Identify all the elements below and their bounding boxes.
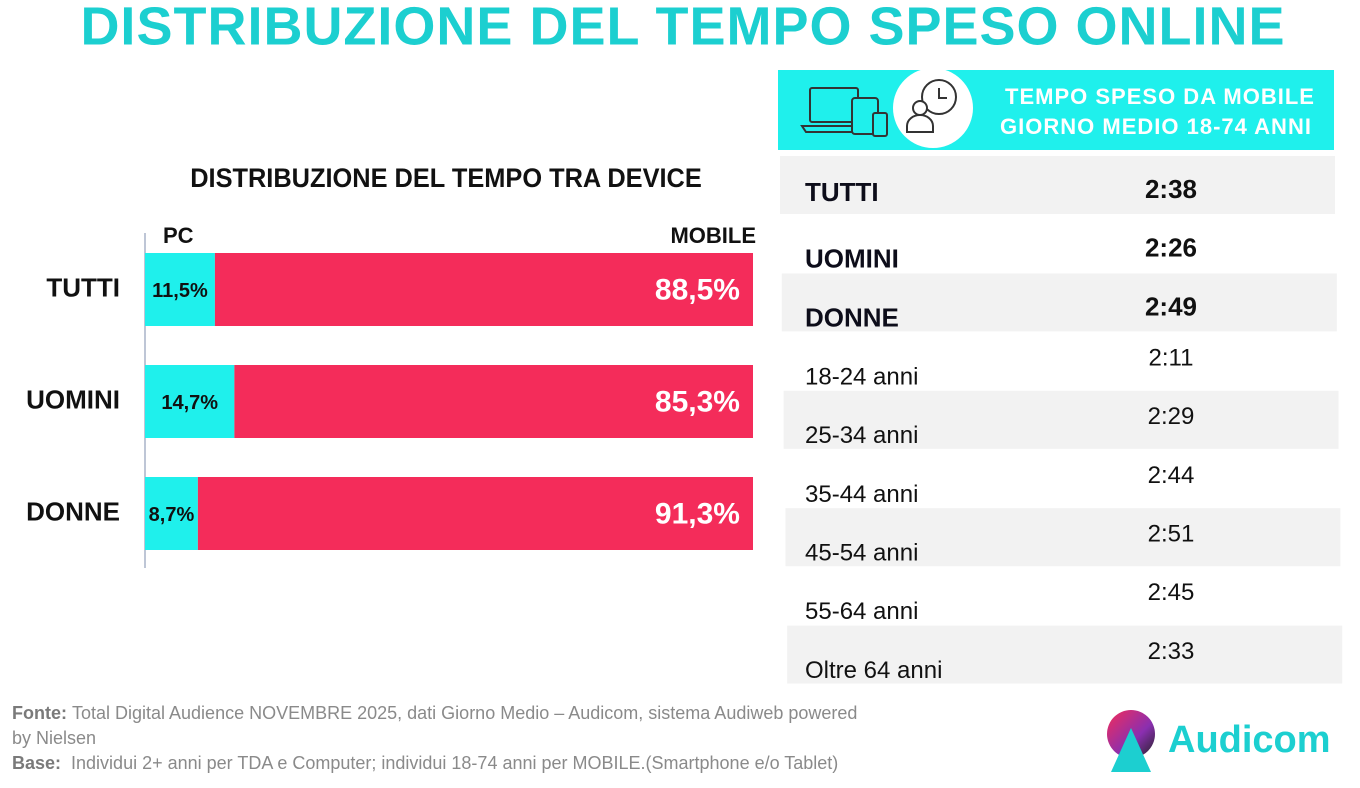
table-row-bg bbox=[781, 273, 1337, 332]
person-icon-bg bbox=[893, 68, 973, 148]
footer-label: Base: bbox=[12, 753, 61, 773]
legend-label: PC bbox=[163, 223, 194, 248]
table-cell: 2:33 bbox=[1148, 638, 1195, 665]
value-label: 14,7% bbox=[161, 392, 218, 414]
table-cell: 2:38 bbox=[1145, 174, 1197, 204]
bar-segment bbox=[145, 365, 235, 438]
table-row-bg bbox=[780, 156, 1335, 214]
value-label: 11,5% bbox=[152, 280, 208, 302]
logo-text: Audicom bbox=[1168, 719, 1331, 761]
legend-label: MOBILE bbox=[670, 223, 756, 248]
table-header-line: GIORNO MEDIO 18-74 ANNI bbox=[1000, 114, 1312, 139]
table-cell: UOMINI bbox=[805, 244, 899, 274]
table-cell: 2:26 bbox=[1145, 233, 1197, 263]
page-title: DISTRIBUZIONE DEL TEMPO SPESO ONLINE bbox=[80, 0, 1285, 56]
table: TUTTI 2:38 UOMINI 2:26 DONNE 2:49 18-24 anni 2:… bbox=[780, 156, 1343, 684]
footer-text: Individui 2+ anni per TDA e Computer; in… bbox=[66, 753, 838, 773]
value-label: 85,3% bbox=[655, 385, 740, 418]
table-cell: DONNE bbox=[805, 302, 899, 332]
table-cell: 2:44 bbox=[1148, 462, 1195, 489]
category-label: DONNE bbox=[26, 496, 120, 526]
footer-text: by Nielsen bbox=[12, 728, 96, 748]
value-label: 88,5% bbox=[655, 273, 740, 306]
value-label: 8,7% bbox=[149, 504, 195, 526]
table-row-bg bbox=[785, 508, 1341, 567]
devices-icon bbox=[800, 87, 888, 137]
chart-title: DISTRIBUZIONE DEL TEMPO TRA DEVICE bbox=[190, 162, 702, 193]
bar-segment bbox=[197, 477, 753, 550]
table-row-bg bbox=[783, 390, 1339, 449]
bar-segment bbox=[145, 253, 215, 326]
bar-segment bbox=[214, 253, 754, 326]
footer-text: Total Digital Audience NOVEMBRE 2025, da… bbox=[72, 703, 857, 723]
table-cell: 18-24 anni bbox=[805, 363, 918, 390]
table-cell: Oltre 64 anni bbox=[805, 657, 942, 684]
footer-label: Fonte: bbox=[12, 703, 67, 723]
bar-segment bbox=[145, 477, 198, 550]
table-cell: 35-44 anni bbox=[805, 481, 918, 508]
table-cell: 2:11 bbox=[1149, 344, 1194, 371]
footer-source: Fonte: Total Digital Audience NOVEMBRE 20… bbox=[12, 703, 857, 723]
table-row-bg bbox=[787, 625, 1343, 684]
category-label: UOMINI bbox=[26, 384, 120, 414]
table-header-line: TEMPO SPESO DA MOBILE bbox=[1005, 84, 1315, 109]
table-cell: 55-64 anni bbox=[805, 598, 918, 625]
table-cell: 2:45 bbox=[1148, 579, 1195, 606]
table-cell: 2:49 bbox=[1145, 291, 1197, 321]
table-cell: TUTTI bbox=[805, 177, 879, 207]
value-label: 91,3% bbox=[655, 497, 740, 530]
footer-base: Base: Individui 2+ anni per TDA e Comput… bbox=[12, 753, 838, 773]
table-cell: 2:29 bbox=[1148, 403, 1195, 430]
table-cell: 45-54 anni bbox=[805, 540, 918, 567]
table-cell: 25-34 anni bbox=[805, 422, 918, 449]
bar-segment bbox=[234, 365, 754, 438]
person-clock-icon bbox=[906, 79, 957, 133]
table-cell: 2:51 bbox=[1148, 521, 1195, 548]
category-label: TUTTI bbox=[46, 272, 120, 302]
logo-mark bbox=[1111, 728, 1151, 772]
